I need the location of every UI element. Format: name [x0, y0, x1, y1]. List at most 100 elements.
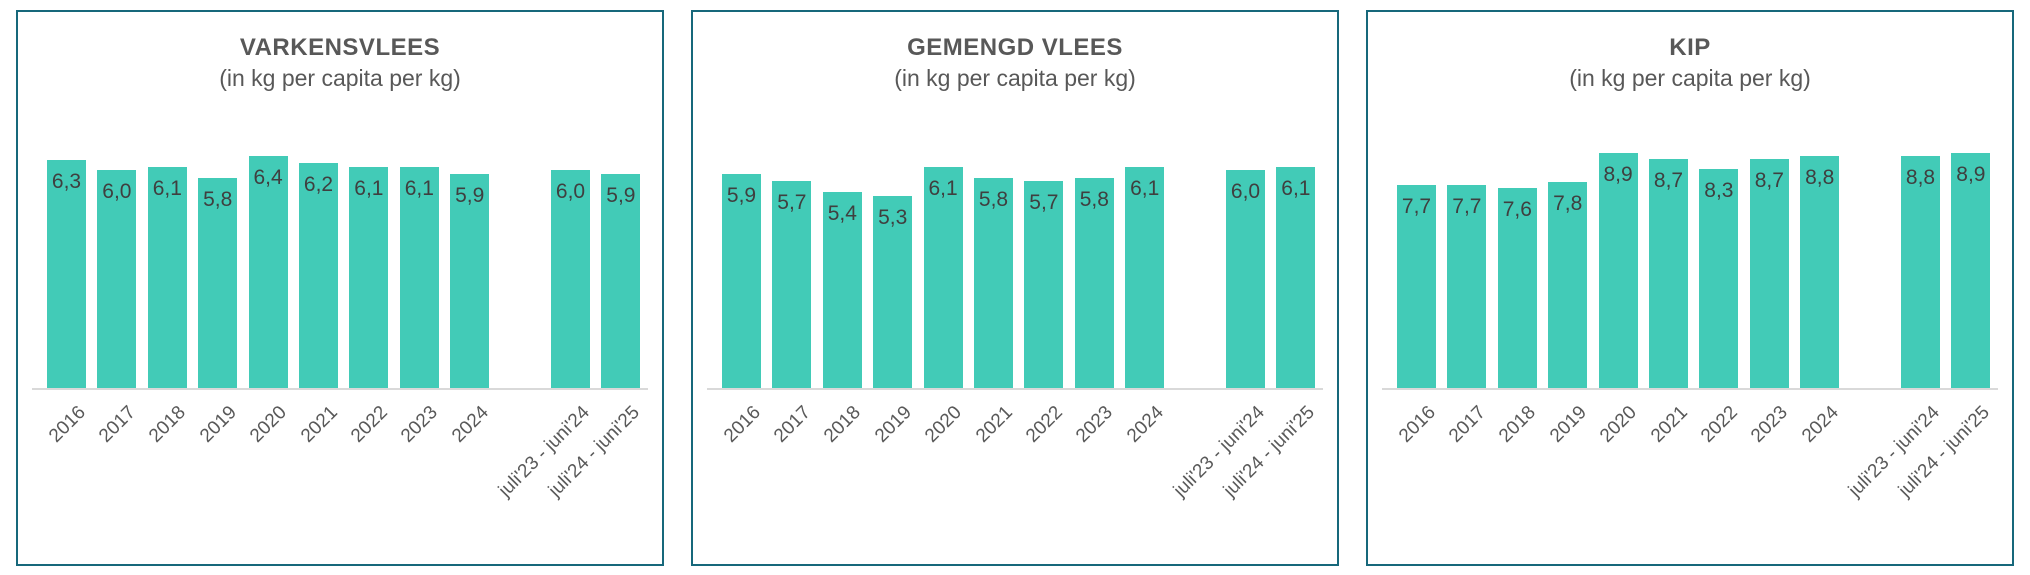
bar-value-label: 8,9	[1603, 163, 1633, 186]
x-tick-label-2021: 2021	[971, 402, 1017, 447]
bar-2018: 5,4	[822, 192, 862, 388]
bar-value-label: 6,0	[1230, 180, 1261, 203]
bar-2024: 8,8	[1800, 156, 1840, 388]
x-tick-label-2024: 2024	[1797, 402, 1843, 447]
x-tick-label-2022: 2022	[1021, 402, 1067, 447]
x-tick-label-2017: 2017	[94, 402, 140, 447]
bar-2023: 6,1	[399, 167, 439, 388]
bar-value-label: 6,1	[404, 177, 434, 200]
x-tick-label-2022: 2022	[346, 402, 392, 447]
bar-2023: 5,8	[1074, 178, 1114, 388]
bar-value-label: 6,1	[1130, 177, 1160, 200]
bar-value-label: 6,1	[928, 177, 958, 200]
chart-subtitle: (in kg per capita per kg)	[894, 65, 1136, 91]
x-tick-label-2019: 2019	[1545, 402, 1591, 447]
x-tick-label-2021: 2021	[296, 402, 342, 447]
bar-2018: 7,6	[1497, 188, 1537, 388]
bar-2019: 5,3	[873, 196, 913, 388]
x-tick-label-2017: 2017	[1444, 402, 1490, 447]
bar-2024: 6,1	[1125, 167, 1165, 388]
bar-2016: 5,9	[722, 174, 761, 388]
bar-value-label: 8,3	[1704, 179, 1734, 202]
plot-area: 7,7 2016 7,7 2017 7,6 2018 7,8 2019 8,9 2020 8,7 20…	[1368, 12, 2012, 564]
bar-value-label: 6,2	[303, 173, 334, 196]
bar-value-label: 6,1	[354, 177, 384, 200]
x-tick-label-2018: 2018	[820, 402, 866, 447]
chart-subtitle: (in kg per capita per kg)	[219, 65, 461, 91]
chart-title: VARKENSVLEES	[239, 34, 441, 61]
chart-title-block: VARKENSVLEES (in kg per capita per kg)	[18, 32, 662, 94]
bar-value-label: 6,0	[102, 180, 132, 203]
bar-2022: 8,3	[1699, 169, 1739, 388]
bar-value-label: 6,3	[51, 170, 82, 193]
x-tick-label-2019: 2019	[195, 402, 241, 447]
bar-2020: 6,1	[923, 167, 963, 388]
bar-2018: 6,1	[147, 167, 187, 388]
bar-value-label: 5,9	[726, 184, 757, 207]
bar-value-label: 7,7	[1401, 195, 1432, 218]
bar-value-label: 5,9	[455, 184, 485, 207]
x-tick-label-2018: 2018	[145, 402, 191, 447]
bar-value-label: 6,0	[555, 180, 586, 203]
bar-value-label: 5,9	[606, 184, 636, 207]
bar-value-label: 6,1	[152, 177, 182, 200]
x-tick-label-2016: 2016	[719, 402, 765, 447]
bar-2017: 6,0	[97, 170, 137, 388]
plot-area: 6,3 2016 6,0 2017 6,1 2018 5,8 2019 6,4 2020 6,2 20…	[18, 12, 662, 564]
bar-2021: 6,2	[299, 163, 338, 388]
bar-2017: 7,7	[1447, 185, 1487, 388]
x-tick-label-2021: 2021	[1646, 402, 1692, 447]
bar-juli-24-juni-25: 5,9	[601, 174, 641, 388]
bar-juli-23-juni-24: 6,0	[551, 170, 590, 388]
bar-value-label: 5,8	[203, 188, 233, 211]
x-tick-label-2022: 2022	[1696, 402, 1742, 447]
x-axis-line	[32, 388, 648, 390]
x-tick-label-2020: 2020	[921, 402, 966, 447]
x-tick-label-2020: 2020	[246, 402, 291, 447]
bar-value-label: 5,7	[777, 191, 807, 214]
bar-2020: 6,4	[248, 156, 288, 388]
bar-value-label: 5,3	[878, 206, 908, 229]
bar-value-label: 6,4	[253, 166, 283, 189]
chart-title-block: GEMENGD VLEES (in kg per capita per kg)	[693, 32, 1337, 94]
x-axis-line	[707, 388, 1323, 390]
chart-title-block: KIP (in kg per capita per kg)	[1368, 32, 2012, 94]
bar-2016: 7,7	[1397, 185, 1436, 388]
x-tick-label-2023: 2023	[1072, 402, 1118, 447]
bar-2021: 8,7	[1649, 159, 1688, 388]
bar-2019: 7,8	[1548, 182, 1588, 388]
x-tick-label-2016: 2016	[44, 402, 90, 447]
bar-value-label: 8,7	[1754, 169, 1784, 192]
x-tick-label-2024: 2024	[1122, 402, 1168, 447]
x-tick-label-2018: 2018	[1495, 402, 1541, 447]
bar-2021: 5,8	[974, 178, 1013, 388]
chart-title: GEMENGD VLEES	[907, 34, 1123, 61]
bar-value-label: 7,7	[1452, 195, 1482, 218]
bar-2020: 8,9	[1598, 153, 1638, 388]
bar-value-label: 8,8	[1905, 166, 1936, 189]
bar-2022: 6,1	[349, 167, 389, 388]
x-tick-label-2023: 2023	[397, 402, 443, 447]
bar-value-label: 8,8	[1805, 166, 1835, 189]
x-tick-label-2017: 2017	[769, 402, 815, 447]
x-tick-label-2024: 2024	[447, 402, 493, 447]
x-tick-label-2020: 2020	[1596, 402, 1641, 447]
bar-2022: 5,7	[1024, 181, 1064, 388]
bar-value-label: 5,8	[978, 188, 1009, 211]
chart-title: KIP	[1669, 34, 1711, 61]
bar-value-label: 5,4	[827, 202, 857, 225]
x-tick-label-2023: 2023	[1747, 402, 1793, 447]
bar-value-label: 7,6	[1502, 198, 1532, 221]
bar-juli-23-juni-24: 6,0	[1226, 170, 1265, 388]
chart-panel-varkensvlees: VARKENSVLEES (in kg per capita per kg) 6,3…	[16, 10, 664, 566]
x-axis-line	[1382, 388, 1998, 390]
bar-value-label: 5,8	[1079, 188, 1109, 211]
chart-panel-kip: KIP (in kg per capita per kg) 7,7 2016 7,7 20…	[1366, 10, 2014, 566]
bar-value-label: 5,7	[1029, 191, 1059, 214]
bar-2023: 8,7	[1749, 159, 1789, 388]
chart-panel-gemengd-vlees: GEMENGD VLEES (in kg per capita per kg) 5,…	[691, 10, 1339, 566]
bar-value-label: 8,9	[1956, 163, 1986, 186]
bar-value-label: 6,1	[1281, 177, 1311, 200]
plot-area: 5,9 2016 5,7 2017 5,4 2018 5,3 2019 6,1 2020 5,8 20…	[693, 12, 1337, 564]
